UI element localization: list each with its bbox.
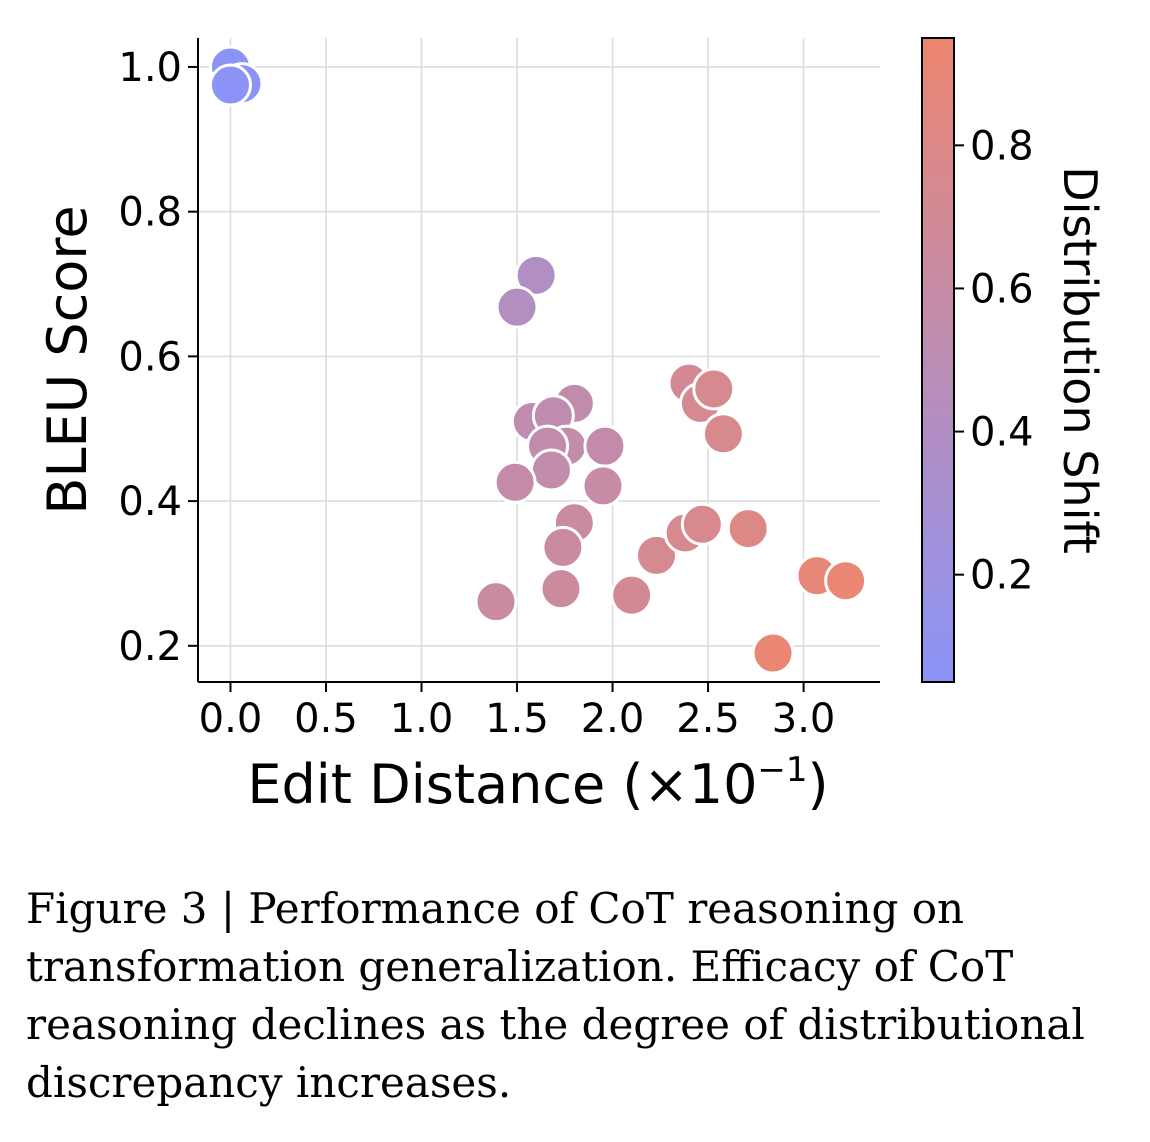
y-tick-label: 0.8 — [118, 190, 182, 236]
figure-caption: Figure 3 | Performance of CoT reasoning … — [26, 884, 1085, 1107]
scatter-point — [539, 567, 583, 611]
scatter-point — [208, 63, 252, 107]
colorbar-ticks: 0.2 0.4 0.6 0.8 — [954, 123, 1034, 599]
x-tick-label: 3.0 — [772, 696, 836, 742]
x-axis-ticks: 0.0 0.5 1.0 1.5 2.0 2.5 3.0 — [199, 682, 836, 742]
scatter-point — [692, 367, 736, 411]
x-axis-label-close: ) — [808, 753, 829, 816]
colorbar — [921, 37, 955, 683]
y-tick-label: 0.2 — [118, 624, 182, 670]
scatter-point — [726, 507, 770, 551]
colorbar-tick-label: 0.6 — [970, 266, 1034, 312]
scatter-figure: 0.0 0.5 1.0 1.5 2.0 2.5 3.0 0.2 0.4 0.6 0.8 1.0 Ed… — [36, 37, 1107, 816]
y-tick-label: 1.0 — [118, 45, 182, 91]
scatter-point — [701, 412, 745, 456]
scatter-point — [751, 631, 795, 675]
scatter-point — [514, 253, 558, 297]
scatter-point — [583, 424, 627, 468]
scatter-point — [581, 464, 625, 508]
y-axis-ticks: 0.2 0.4 0.6 0.8 1.0 — [118, 45, 198, 670]
x-tick-label: 2.0 — [581, 696, 645, 742]
x-axis-label-exponent: −1 — [757, 750, 807, 790]
x-tick-label: 0.0 — [199, 696, 263, 742]
scatter-point — [529, 448, 573, 492]
scatter-point — [474, 580, 518, 624]
x-tick-label: 1.0 — [390, 696, 454, 742]
colorbar-tick-label: 0.4 — [970, 410, 1034, 456]
y-axis-label: BLEU Score — [36, 205, 99, 514]
scatter-point — [634, 533, 678, 577]
scatter-point — [495, 285, 539, 329]
x-tick-label: 2.5 — [676, 696, 740, 742]
colorbar-label: Distribution Shift — [1053, 166, 1107, 554]
y-tick-label: 0.4 — [118, 479, 182, 525]
y-tick-label: 0.6 — [118, 334, 182, 380]
scatter-point — [680, 502, 724, 546]
scatter-point — [824, 559, 868, 603]
data-points — [208, 45, 868, 675]
grid-lines — [198, 38, 880, 682]
scatter-point — [541, 525, 585, 569]
plot-axes — [197, 38, 880, 683]
colorbar-tick-label: 0.8 — [970, 123, 1034, 169]
scatter-point — [610, 573, 654, 617]
x-axis-label: Edit Distance (×10−1) — [247, 750, 828, 816]
colorbar-tick-label: 0.2 — [970, 553, 1034, 599]
x-tick-label: 1.5 — [485, 696, 549, 742]
scatter-point — [493, 460, 537, 504]
x-tick-label: 0.5 — [294, 696, 358, 742]
